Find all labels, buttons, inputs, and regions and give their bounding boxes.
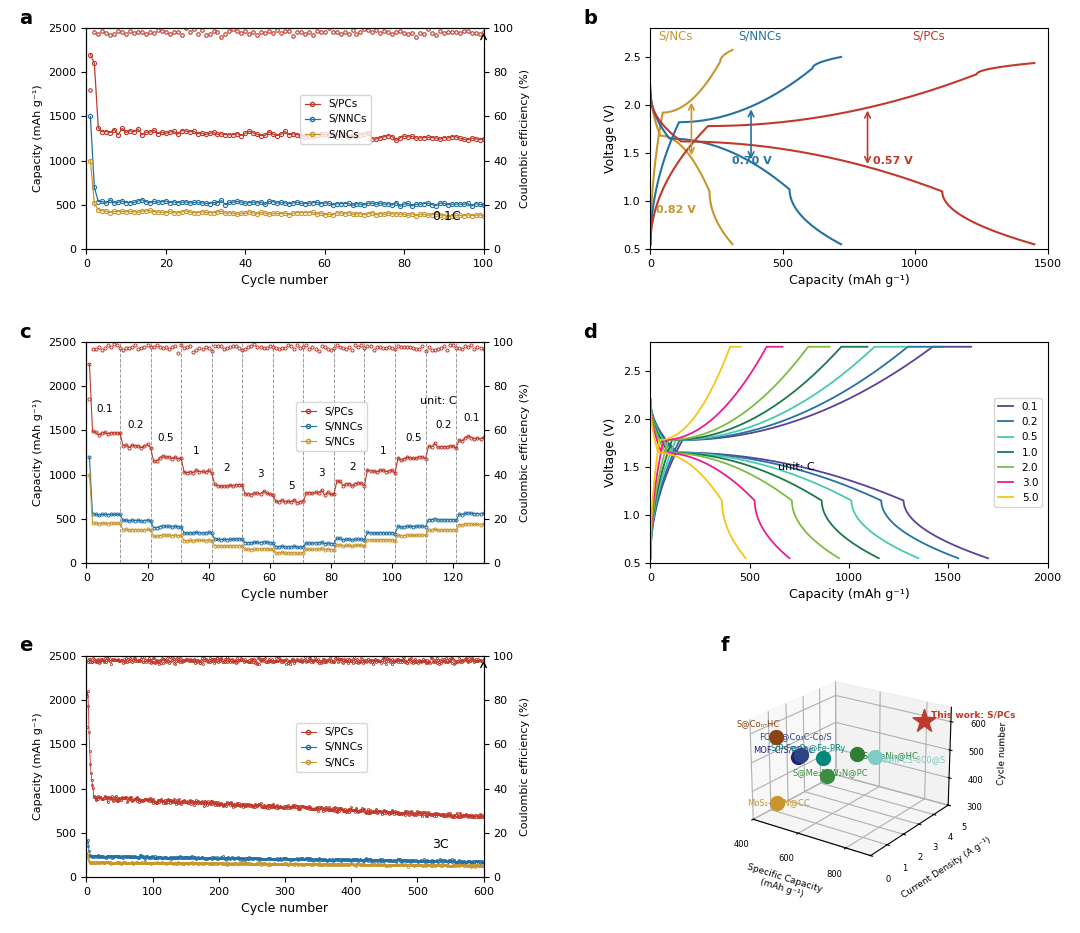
Y-axis label: Capacity (mAh g⁻¹): Capacity (mAh g⁻¹): [33, 85, 43, 192]
X-axis label: Cycle number: Cycle number: [242, 902, 328, 915]
Text: S/NNCs: S/NNCs: [738, 30, 781, 43]
Text: c: c: [18, 323, 30, 341]
Legend: S/PCs, S/NNCs, S/NCs: S/PCs, S/NNCs, S/NCs: [296, 402, 367, 452]
X-axis label: Cycle number: Cycle number: [242, 589, 328, 602]
X-axis label: Specific Capacity
(mAh g⁻¹): Specific Capacity (mAh g⁻¹): [743, 862, 824, 904]
Text: 0.2: 0.2: [435, 420, 453, 429]
Y-axis label: Voltage (V): Voltage (V): [605, 418, 618, 487]
X-axis label: Cycle number: Cycle number: [242, 274, 328, 287]
Text: unit: C: unit: C: [420, 396, 457, 406]
Y-axis label: Voltage (V): Voltage (V): [605, 104, 618, 174]
Text: 0.1: 0.1: [463, 413, 480, 424]
Text: unit: C: unit: C: [778, 462, 814, 472]
Text: a: a: [18, 8, 32, 28]
Text: S/NCs: S/NCs: [659, 30, 693, 43]
Text: 0.1: 0.1: [96, 405, 113, 414]
Legend: S/PCs, S/NNCs, S/NCs: S/PCs, S/NNCs, S/NCs: [296, 723, 367, 772]
Y-axis label: Coulombic efficiency (%): Coulombic efficiency (%): [519, 383, 530, 522]
Text: 0.1C: 0.1C: [432, 210, 460, 223]
Text: 5: 5: [287, 480, 295, 491]
Text: 0.57 V: 0.57 V: [873, 157, 913, 166]
Text: 0.70 V: 0.70 V: [732, 157, 772, 166]
Text: f: f: [720, 636, 729, 656]
Text: 0.2: 0.2: [127, 420, 144, 429]
X-axis label: Capacity (mAh g⁻¹): Capacity (mAh g⁻¹): [788, 589, 909, 602]
Text: b: b: [583, 8, 597, 28]
Text: 3: 3: [319, 468, 325, 478]
Y-axis label: Coulombic efficiency (%): Coulombic efficiency (%): [519, 697, 530, 836]
Text: 1: 1: [193, 446, 200, 456]
Text: 0.5: 0.5: [405, 433, 421, 443]
X-axis label: Capacity (mAh g⁻¹): Capacity (mAh g⁻¹): [788, 274, 909, 287]
Legend: 0.1, 0.2, 0.5, 1.0, 2.0, 3.0, 5.0: 0.1, 0.2, 0.5, 1.0, 2.0, 3.0, 5.0: [994, 397, 1042, 508]
Text: 0.5: 0.5: [158, 433, 174, 443]
Legend: S/PCs, S/NNCs, S/NCs: S/PCs, S/NNCs, S/NCs: [300, 95, 372, 144]
Text: 2: 2: [224, 463, 230, 473]
Y-axis label: Capacity (mAh g⁻¹): Capacity (mAh g⁻¹): [33, 713, 43, 820]
Text: 3: 3: [257, 469, 264, 479]
Y-axis label: Capacity (mAh g⁻¹): Capacity (mAh g⁻¹): [33, 398, 43, 507]
Text: d: d: [583, 323, 597, 341]
Y-axis label: Current Density (A g⁻¹): Current Density (A g⁻¹): [900, 836, 993, 900]
Text: e: e: [18, 636, 32, 656]
Text: 2: 2: [349, 462, 355, 472]
Text: 0.82 V: 0.82 V: [656, 204, 696, 215]
Text: 1: 1: [379, 446, 386, 456]
Text: 3C: 3C: [432, 838, 448, 851]
Text: S/PCs: S/PCs: [913, 30, 945, 43]
Y-axis label: Coulombic efficiency (%): Coulombic efficiency (%): [519, 69, 530, 208]
